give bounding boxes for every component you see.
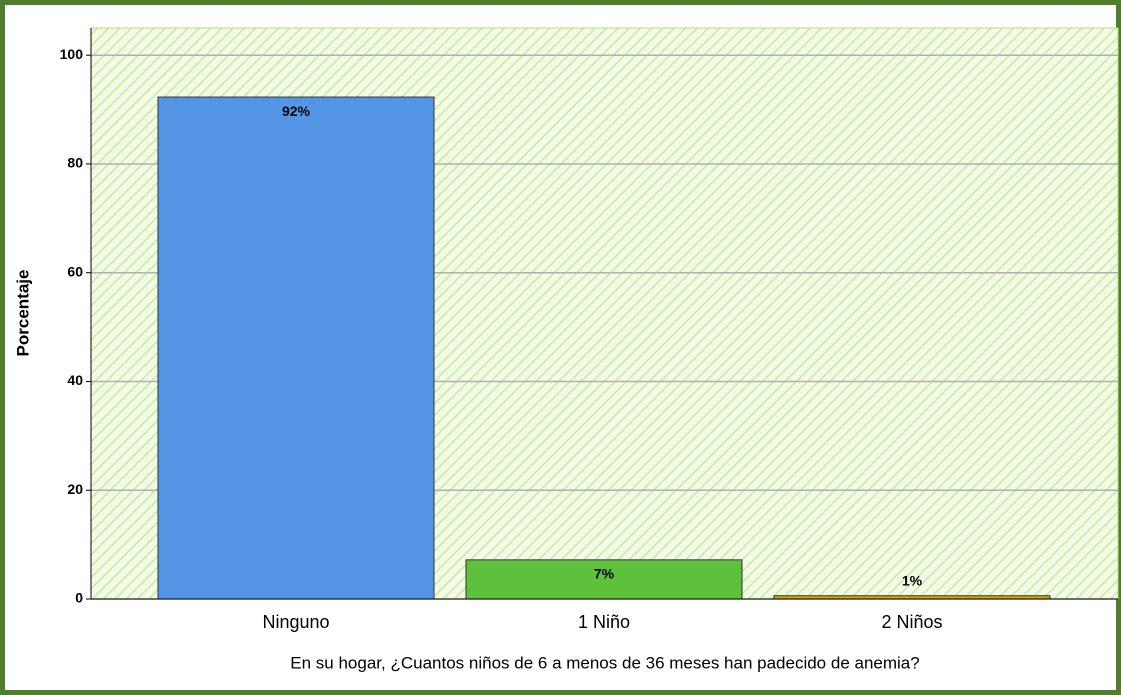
value-label: 92%	[282, 103, 311, 119]
value-label: 7%	[594, 566, 615, 582]
x-tick-label: 1 Niño	[578, 612, 630, 632]
y-tick-label: 20	[67, 481, 83, 497]
value-label: 1%	[902, 572, 923, 588]
y-tick-label: 80	[67, 155, 83, 171]
y-tick-label: 100	[60, 46, 84, 62]
y-tick-label: 60	[67, 263, 83, 279]
x-axis-label: En su hogar, ¿Cuantos niños de 6 a menos…	[290, 653, 919, 672]
y-axis-label: Porcentaje	[13, 270, 32, 357]
x-tick-label: Ninguno	[262, 612, 329, 632]
y-tick-label: 40	[67, 372, 83, 388]
y-tick-label: 0	[75, 590, 83, 606]
x-tick-label: 2 Niños	[881, 612, 942, 632]
bar	[157, 96, 435, 600]
